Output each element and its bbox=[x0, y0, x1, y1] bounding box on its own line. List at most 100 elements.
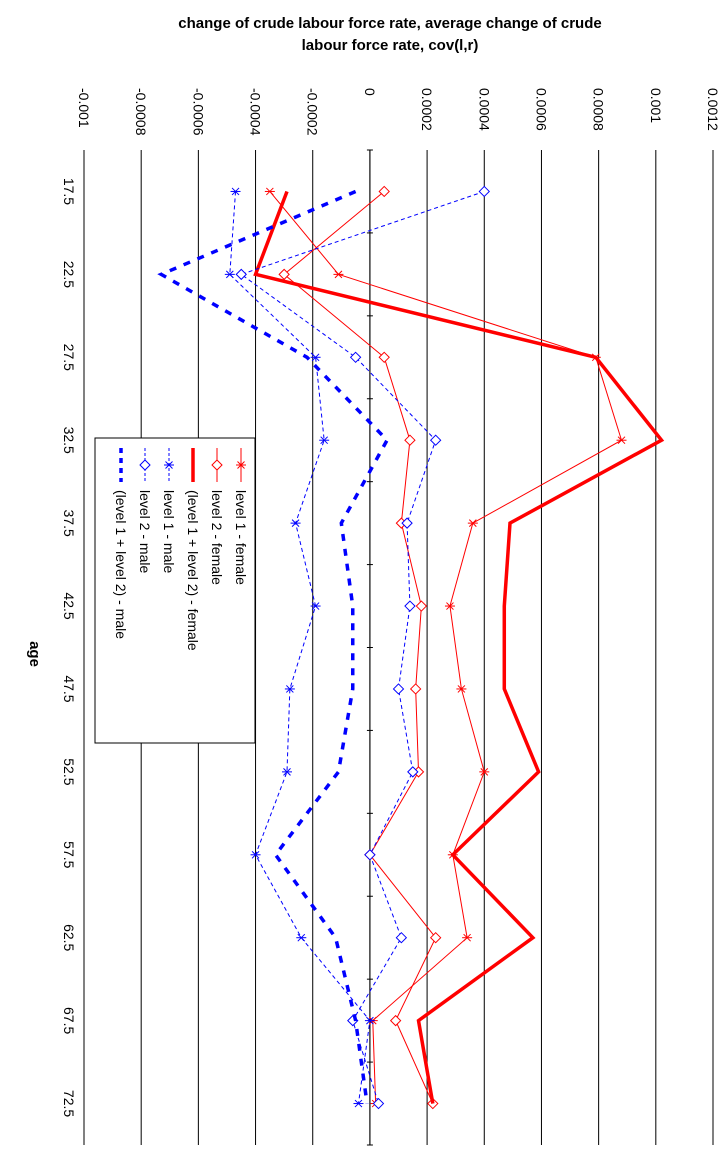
star-marker-stroke bbox=[297, 933, 306, 942]
star-marker bbox=[319, 436, 330, 445]
diamond-marker bbox=[401, 517, 413, 529]
star-marker bbox=[224, 270, 235, 279]
series-4 bbox=[235, 185, 490, 1110]
legend-label: (level 1 + level 2) - female bbox=[185, 490, 201, 651]
star-marker-stroke bbox=[354, 1099, 363, 1108]
star-marker-stroke bbox=[237, 461, 245, 469]
series-1 bbox=[278, 185, 442, 1110]
star-marker-stroke bbox=[225, 270, 234, 279]
value-tick-label: -0.001 bbox=[76, 88, 92, 128]
legend-label: level 1 - male bbox=[161, 490, 177, 573]
series-line bbox=[283, 191, 437, 1104]
star-marker-stroke bbox=[463, 933, 471, 942]
category-tick-label: 27.5 bbox=[61, 344, 77, 371]
star-marker bbox=[281, 768, 292, 776]
legend-label: level 2 - male bbox=[137, 490, 153, 573]
series-5 bbox=[157, 189, 390, 1104]
series-line bbox=[269, 191, 623, 1104]
legend-label: (level 1 + level 2) - male bbox=[113, 490, 129, 639]
value-tick-label: 0.0012 bbox=[705, 88, 721, 131]
category-tick-label: 57.5 bbox=[61, 841, 77, 868]
diamond-marker bbox=[211, 459, 223, 471]
diamond-marker bbox=[429, 932, 442, 944]
star-marker-stroke bbox=[457, 685, 466, 693]
star-marker bbox=[456, 685, 467, 693]
series-2 bbox=[253, 190, 665, 1104]
star-marker bbox=[284, 685, 295, 693]
series-line bbox=[157, 189, 390, 1104]
star-marker bbox=[444, 602, 455, 610]
value-tick-label: -0.0004 bbox=[248, 88, 264, 136]
diamond-marker bbox=[278, 268, 290, 281]
star-marker-stroke bbox=[366, 1016, 374, 1025]
diamond-marker bbox=[395, 932, 408, 944]
value-tick-label: -0.0008 bbox=[133, 88, 149, 136]
diamond-marker bbox=[378, 351, 390, 363]
series-3 bbox=[224, 187, 375, 1108]
series-line bbox=[229, 191, 371, 1104]
category-tick-label: 47.5 bbox=[61, 675, 77, 702]
category-tick-label: 42.5 bbox=[61, 592, 77, 619]
diamond-marker bbox=[372, 1097, 385, 1110]
diamond-marker bbox=[429, 434, 442, 446]
star-marker bbox=[310, 602, 321, 610]
star-marker-stroke bbox=[334, 270, 343, 279]
star-marker-stroke bbox=[311, 353, 320, 362]
diamond-marker bbox=[392, 683, 405, 695]
diamond-marker bbox=[415, 600, 428, 612]
diamond-marker bbox=[407, 766, 419, 778]
star-marker-stroke bbox=[320, 436, 329, 445]
series-layer bbox=[157, 185, 665, 1110]
star-marker-stroke bbox=[480, 768, 489, 776]
star-marker bbox=[364, 1016, 375, 1025]
star-marker-stroke bbox=[291, 519, 300, 527]
diamond-marker bbox=[349, 351, 362, 363]
value-tick-label: 0.001 bbox=[648, 88, 664, 123]
star-marker-stroke bbox=[311, 602, 320, 610]
star-marker-stroke bbox=[446, 602, 454, 610]
star-marker bbox=[164, 461, 174, 469]
diamond-marker bbox=[139, 459, 151, 471]
x-axis-title: age bbox=[26, 641, 43, 667]
diamond-marker bbox=[478, 185, 490, 198]
value-tick-label: 0.0004 bbox=[476, 88, 492, 131]
value-tick-label: 0.0008 bbox=[591, 88, 607, 131]
diamond-marker bbox=[235, 268, 247, 281]
star-marker bbox=[333, 270, 344, 279]
star-marker bbox=[353, 1099, 364, 1108]
diamond-marker bbox=[389, 1014, 402, 1027]
chart-title-line-1: change of crude labour force rate, avera… bbox=[178, 15, 601, 32]
diamond-marker bbox=[378, 185, 390, 198]
series-line bbox=[240, 190, 485, 1104]
star-marker bbox=[616, 436, 627, 445]
category-tick-label: 17.5 bbox=[61, 178, 77, 205]
star-marker bbox=[250, 850, 261, 859]
value-tick-label: 0.0002 bbox=[419, 88, 435, 131]
chart-title-line-2: labour force rate, cov(l,r) bbox=[302, 37, 479, 54]
star-marker-stroke bbox=[617, 436, 626, 445]
diamond-marker bbox=[404, 434, 416, 446]
star-marker-stroke bbox=[251, 850, 260, 859]
star-marker-stroke bbox=[468, 519, 477, 527]
star-marker bbox=[296, 933, 307, 942]
diamond-marker bbox=[404, 600, 416, 612]
category-tick-label: 32.5 bbox=[61, 427, 77, 454]
legend: level 1 - female level 2 - female (level 1… bbox=[94, 437, 256, 744]
star-marker bbox=[236, 461, 246, 469]
star-marker-stroke bbox=[265, 187, 274, 196]
value-tick-label: -0.0006 bbox=[190, 88, 206, 136]
star-marker-stroke bbox=[283, 768, 291, 776]
series-line bbox=[253, 190, 665, 1104]
diamond-marker bbox=[364, 849, 376, 861]
star-marker bbox=[230, 187, 241, 196]
legend-label: level 1 - female bbox=[233, 490, 249, 585]
star-marker bbox=[290, 519, 301, 527]
value-tick-label: 0 bbox=[362, 88, 378, 96]
star-marker bbox=[479, 768, 490, 776]
category-tick-label: 72.5 bbox=[61, 1090, 77, 1117]
star-marker bbox=[310, 353, 321, 362]
star-marker bbox=[467, 519, 478, 527]
star-marker-stroke bbox=[165, 461, 173, 469]
